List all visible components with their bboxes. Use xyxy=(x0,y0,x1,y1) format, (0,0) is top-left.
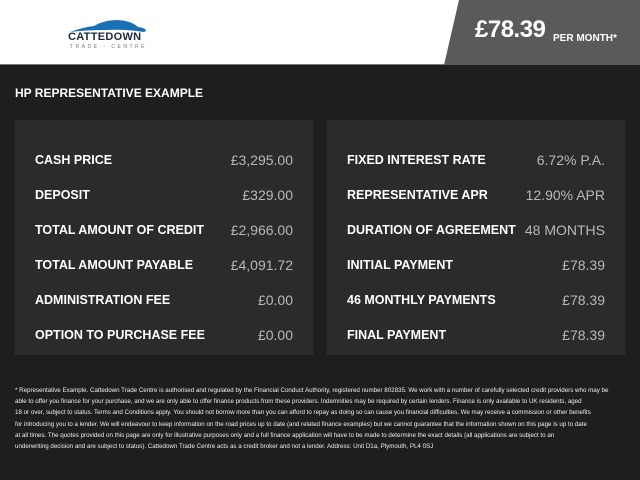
car-logo-icon xyxy=(70,20,146,32)
row-label: REPRESENTATIVE APR xyxy=(347,187,488,202)
header: CATTEDOWN TRADE - CENTRE £78.39 PER MONT… xyxy=(0,0,640,65)
section-title: HP REPRESENTATIVE EXAMPLE xyxy=(15,86,204,100)
disclaimer-line: underwriting decision and are subject to… xyxy=(15,443,434,451)
row-value: £78.39 xyxy=(562,326,605,343)
row-value: £329.00 xyxy=(242,186,293,203)
row-value: £0.00 xyxy=(257,326,293,343)
logo-text: CATTEDOWN xyxy=(68,31,142,43)
row-admin-fee: ADMINISTRATION FEE £0.00 xyxy=(35,282,293,317)
disclaimer: * Representative Example. Cattedown Trad… xyxy=(15,385,615,452)
monthly-price: £78.39 xyxy=(475,16,546,43)
row-option-fee: OPTION TO PURCHASE FEE £0.00 xyxy=(35,317,293,352)
disclaimer-line: at all times. The quotes provided on thi… xyxy=(15,431,555,439)
row-value: 6.72% P.A. xyxy=(536,151,605,168)
disclaimer-line: for introducing you to a lender. We will… xyxy=(15,420,587,428)
row-value: 12.90% APR xyxy=(525,186,605,203)
row-duration: DURATION OF AGREEMENT 48 MONTHS xyxy=(347,212,605,247)
row-label: CASH PRICE xyxy=(35,152,113,167)
finance-panel-left: CASH PRICE £3,295.00 DEPOSIT £329.00 TOTAL… xyxy=(15,120,313,355)
row-label: DURATION OF AGREEMENT xyxy=(347,222,516,237)
row-value: £2,966.00 xyxy=(230,221,293,238)
row-label: OPTION TO PURCHASE FEE xyxy=(35,327,205,342)
row-final-payment: FINAL PAYMENT £78.39 xyxy=(347,317,605,352)
per-month-label: PER MONTH* xyxy=(553,33,617,44)
row-label: TOTAL AMOUNT OF CREDIT xyxy=(35,222,204,237)
row-label: FIXED INTEREST RATE xyxy=(347,152,486,167)
row-value: £78.39 xyxy=(562,291,605,308)
row-value: £4,091.72 xyxy=(230,256,293,273)
row-deposit: DEPOSIT £329.00 xyxy=(35,177,293,212)
row-label: ADMINISTRATION FEE xyxy=(35,292,171,307)
row-total-credit: TOTAL AMOUNT OF CREDIT £2,966.00 xyxy=(35,212,293,247)
row-value: £3,295.00 xyxy=(230,151,293,168)
row-label: FINAL PAYMENT xyxy=(347,327,447,342)
disclaimer-line: able to offer you finance for your purch… xyxy=(15,398,582,406)
row-value: 48 MONTHS xyxy=(524,221,605,238)
disclaimer-line: 18 or over, subject to status. Terms and… xyxy=(15,409,591,417)
row-monthly-payments: 46 MONTHLY PAYMENTS £78.39 xyxy=(347,282,605,317)
row-label: TOTAL AMOUNT PAYABLE xyxy=(35,257,194,272)
row-interest-rate: FIXED INTEREST RATE 6.72% P.A. xyxy=(347,142,605,177)
row-apr: REPRESENTATIVE APR 12.90% APR xyxy=(347,177,605,212)
disclaimer-line: * Representative Example. Cattedown Trad… xyxy=(15,387,609,394)
row-label: INITIAL PAYMENT xyxy=(347,257,454,272)
row-cash-price: CASH PRICE £3,295.00 xyxy=(35,142,293,177)
row-value: £78.39 xyxy=(562,256,605,273)
row-initial-payment: INITIAL PAYMENT £78.39 xyxy=(347,247,605,282)
finance-panel-right: FIXED INTEREST RATE 6.72% P.A. REPRESENTA… xyxy=(327,120,625,355)
logo-subtext: TRADE - CENTRE xyxy=(70,44,147,50)
row-total-payable: TOTAL AMOUNT PAYABLE £4,091.72 xyxy=(35,247,293,282)
row-label: DEPOSIT xyxy=(35,187,90,202)
price-box xyxy=(444,0,640,65)
row-value: £0.00 xyxy=(257,291,293,308)
row-label: 46 MONTHLY PAYMENTS xyxy=(347,292,496,307)
